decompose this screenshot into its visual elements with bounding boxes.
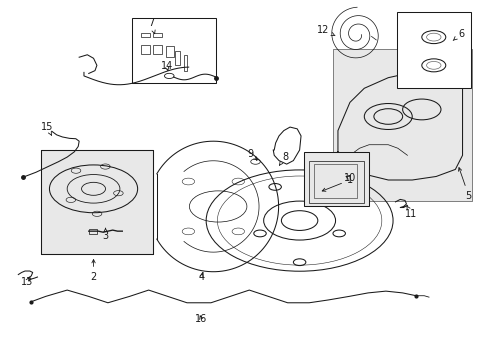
Bar: [153, 32, 162, 37]
Text: 2: 2: [90, 260, 97, 282]
Text: 11: 11: [405, 206, 417, 219]
Text: 6: 6: [452, 28, 463, 40]
Text: 13: 13: [21, 276, 33, 287]
Text: 9: 9: [246, 149, 257, 160]
Bar: [313, 164, 356, 198]
Bar: [132, 18, 215, 83]
Polygon shape: [332, 49, 471, 201]
Bar: [141, 45, 150, 54]
Bar: [304, 152, 368, 206]
Bar: [396, 12, 470, 88]
Bar: [41, 150, 153, 254]
Text: 3: 3: [102, 228, 108, 242]
Text: 8: 8: [279, 152, 288, 165]
Bar: [89, 229, 97, 234]
Text: 15: 15: [41, 122, 53, 135]
Bar: [166, 46, 173, 57]
Bar: [153, 45, 162, 54]
Text: 16: 16: [195, 314, 207, 324]
Text: 7: 7: [148, 18, 155, 34]
Text: 12: 12: [317, 25, 334, 36]
Text: 1: 1: [322, 175, 352, 191]
Text: 4: 4: [198, 272, 204, 282]
Text: 5: 5: [458, 168, 471, 201]
Text: 14: 14: [161, 62, 173, 71]
Bar: [41, 150, 153, 254]
Bar: [175, 51, 180, 66]
Text: 10: 10: [343, 173, 355, 183]
Bar: [141, 32, 150, 37]
Bar: [183, 55, 187, 71]
